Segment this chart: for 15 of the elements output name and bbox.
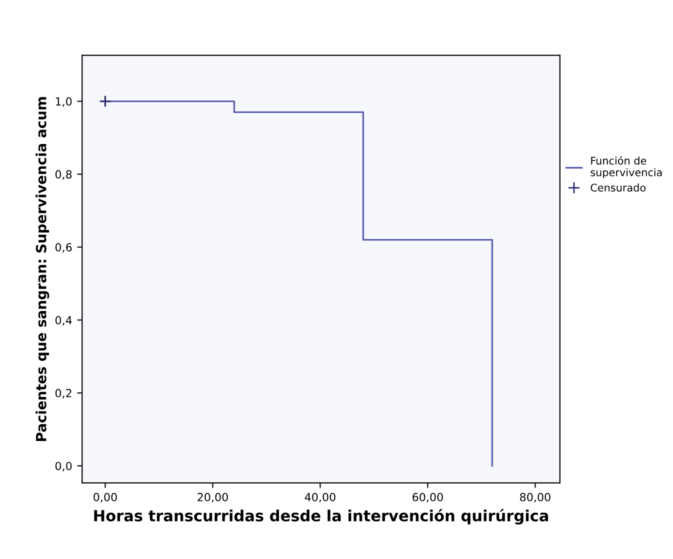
x-axis-title: Horas transcurridas desde la intervención quirúrgica [94,509,548,525]
y-tick-label: 0,8 [55,170,72,180]
legend-label: Censurado [590,184,646,192]
y-tick-label: 0,4 [55,316,72,326]
y-tick-label: 0,0 [55,462,72,472]
x-tick-label: 20,00 [198,492,228,502]
y-tick-label: 0,2 [55,388,72,398]
y-axis-title: Pacientes que sangran: Supervivencia acum [36,97,50,441]
y-tick-label: 0,6 [55,243,72,253]
x-tick-label: 60,00 [412,492,443,502]
legend-label: Función de supervivencia [590,156,662,178]
x-tick-label: 40,00 [304,492,336,502]
x-tick-label: 80,00 [520,492,550,502]
y-tick-label: 1,0 [56,97,72,107]
x-tick-label: 0,00 [94,492,117,502]
